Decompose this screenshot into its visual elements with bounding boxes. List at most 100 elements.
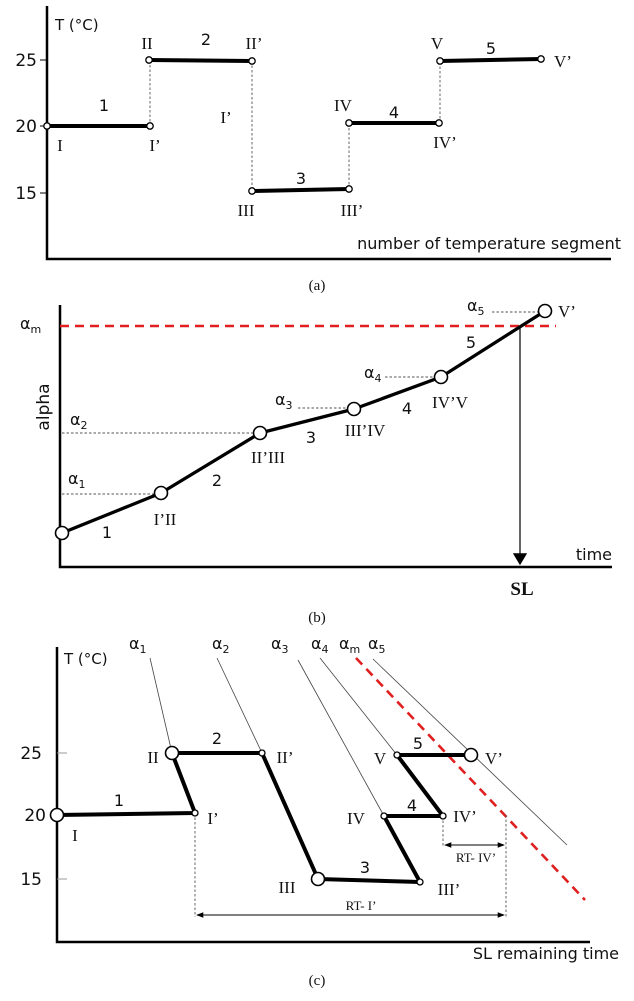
panel-c-points [49, 745, 479, 887]
panel-b-points [54, 303, 553, 541]
point-label: I’ [207, 809, 218, 828]
point-label: IV [334, 96, 353, 115]
segment-label: 2 [212, 471, 222, 490]
point-label: IV’V [432, 393, 469, 412]
segment-3 [251, 187, 350, 193]
panel-c-rt-dimensions: RT- I’ RT- IV’ [194, 813, 507, 918]
panel-a-segment-labels: 1 2 3 4 5 [99, 30, 496, 188]
caption-a: (a) [309, 278, 326, 294]
panel-b-alpha-labels: αm α1 α2 α3 α4 α5 [20, 296, 485, 491]
panel-c-point-labels: I I’ II II’ III III’ IV IV’ V V’ [72, 748, 503, 899]
segment-label: 5 [413, 734, 423, 753]
panel-a-points [43, 55, 545, 195]
alpha-4-label: α4 [364, 363, 382, 385]
panel-a-point-labels: I I’ II II’ I’ III III’ IV IV’ V V’ [57, 34, 572, 220]
panel-c-x-label: SL remaining time [473, 944, 619, 963]
point-label: II’ [277, 748, 294, 767]
panel-a-y-label: T (°C) [54, 16, 99, 34]
alpha-m-label: αm [339, 634, 360, 656]
point-label: I’ [149, 136, 160, 155]
panel-c-alpha-labels: α1 α2 α3 α4 αm α5 [129, 634, 386, 656]
point-label: III [279, 878, 296, 897]
panel-a-axes [45, 6, 611, 261]
point-label: III [238, 201, 255, 220]
alpha-2-label: α2 [212, 634, 230, 656]
segment-label: 3 [306, 428, 316, 447]
panel-b-alpha-guides [62, 311, 541, 495]
segment-label: 2 [212, 729, 222, 748]
point-label: V’ [554, 52, 572, 71]
point-label: IV [347, 809, 366, 828]
panel-c-axes [55, 647, 590, 944]
panel-b-segment-labels: 1 2 3 4 5 [102, 333, 476, 542]
point-label: IV’ [453, 807, 477, 826]
point-label: I’ [220, 108, 231, 127]
temperature-path [56, 751, 471, 884]
panel-b-y-label: alpha [34, 383, 54, 430]
panel-c-y-ticks: 25 20 15 [20, 744, 67, 890]
panel-a-x-label: number of temperature segment [357, 234, 621, 253]
alpha-4-label: α4 [311, 634, 329, 656]
y-tick-25: 25 [20, 744, 42, 764]
panel-a-dashed-connectors [149, 60, 441, 191]
segment-label: 1 [102, 523, 112, 542]
rt-i-label: RT- I’ [346, 898, 377, 913]
segment-label: 5 [466, 333, 476, 352]
panel-b-x-label: time [576, 545, 612, 564]
panel-b: alpha time SL αm α1 α2 α3 α4 α5 1 2 [20, 296, 612, 626]
segment-label: 1 [114, 791, 124, 810]
point-label: V’ [485, 749, 503, 768]
segment-label: 5 [486, 39, 496, 58]
segment-label: 2 [201, 30, 211, 49]
segment-label: 3 [296, 169, 306, 188]
segment-label: 4 [402, 399, 412, 418]
alpha-1-line [149, 657, 173, 754]
point-label: V [374, 749, 387, 768]
point-label: V [431, 34, 444, 53]
panel-b-point-labels: I’II II’III III’IV IV’V V’ [154, 302, 576, 529]
alpha-2-line [216, 657, 263, 754]
alpha-4-line [319, 657, 398, 756]
point-label: I [72, 826, 78, 845]
alpha-5-label: α5 [467, 296, 485, 318]
panel-a: 25 20 15 T (°C) number of temperature se… [15, 6, 621, 294]
panel-c: 25 20 15 T (°C) SL remaining time RT- I’… [20, 634, 619, 989]
segment-label: 4 [389, 103, 399, 122]
point-label: V’ [558, 302, 576, 321]
panel-a-y-ticks: 25 20 15 [15, 51, 47, 204]
caption-b: (b) [308, 610, 326, 626]
point-label: I [57, 136, 63, 155]
segment-2 [148, 58, 253, 63]
point-label: III’ [341, 201, 364, 220]
point-label: III’ [438, 880, 461, 899]
panel-c-segment-labels: 1 2 3 4 5 [114, 729, 423, 877]
panel-b-axes [58, 305, 612, 569]
point-label: I’II [154, 510, 177, 529]
panel-c-y-label: T (°C) [63, 650, 108, 668]
alpha-curve [61, 309, 546, 535]
alpha-1-label: α1 [68, 469, 86, 491]
segment-5 [439, 57, 542, 63]
alpha-2-label: α2 [70, 410, 88, 432]
alpha-3-label: α3 [275, 390, 293, 412]
alpha-1-label: α1 [129, 634, 147, 656]
panel-a-segments [47, 57, 542, 193]
segment-label: 4 [407, 796, 417, 815]
shelf-life-label: SL [510, 579, 533, 600]
point-label: II [147, 748, 159, 767]
point-label: II’ [246, 34, 263, 53]
point-label: II’III [251, 448, 285, 467]
segment-label: 3 [360, 858, 370, 877]
point-label: II [141, 34, 153, 53]
y-tick-20: 20 [15, 117, 37, 137]
y-tick-15: 15 [20, 870, 42, 890]
rt-iv-label: RT- IV’ [456, 850, 496, 865]
alpha-3-line [297, 659, 385, 817]
alpha-3-label: α3 [271, 634, 289, 656]
point-label: IV’ [433, 133, 457, 152]
alpha-m-label: αm [20, 314, 41, 336]
alpha-5-label: α5 [368, 634, 386, 656]
alpha-m-limit-line [355, 657, 586, 901]
segment-label: 1 [99, 96, 109, 115]
